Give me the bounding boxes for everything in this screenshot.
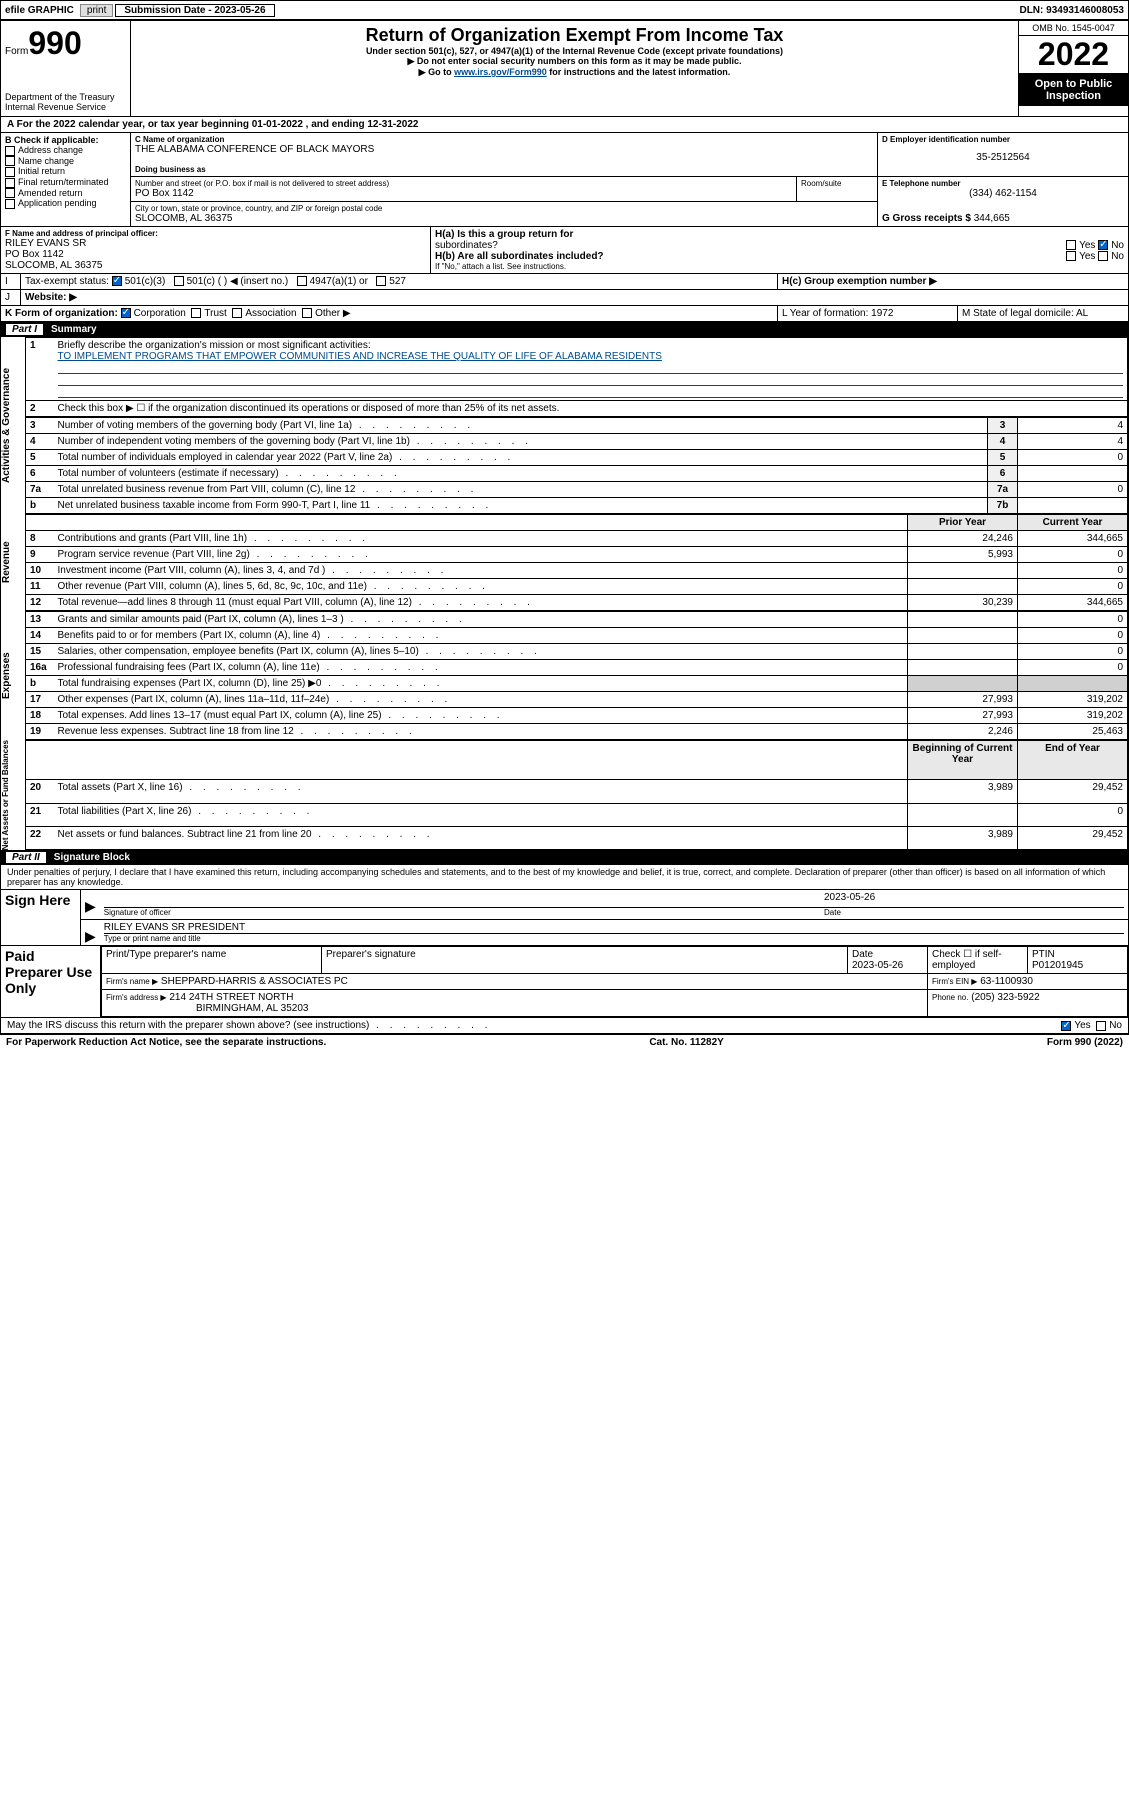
vert-bal: Net Assets or Fund Balances xyxy=(1,740,25,850)
dln: DLN: 93493146008053 xyxy=(1015,5,1128,16)
section-i: I Tax-exempt status: 501(c)(3) 501(c) ( … xyxy=(0,274,1129,290)
sub1: Under section 501(c), 527, or 4947(a)(1)… xyxy=(135,46,1014,56)
revenue-section: Revenue Prior YearCurrent Year 8Contribu… xyxy=(0,514,1129,611)
gross-receipts: 344,665 xyxy=(974,213,1010,224)
firm-phone: (205) 323-5922 xyxy=(971,992,1039,1003)
year-formation: L Year of formation: 1972 xyxy=(778,306,958,321)
sign-here-block: Sign Here ▶ 2023-05-26 Signature of offi… xyxy=(0,890,1129,946)
ein: 35-2512564 xyxy=(882,152,1124,163)
prep-date: 2023-05-26 xyxy=(852,960,903,971)
city: SLOCOMB, AL 36375 xyxy=(135,213,873,224)
mission-link[interactable]: TO IMPLEMENT PROGRAMS THAT EMPOWER COMMU… xyxy=(58,351,662,362)
section-j: J Website: ▶ xyxy=(0,290,1129,306)
section-bcdefg: B Check if applicable: Address change Na… xyxy=(0,133,1129,227)
topbar: efile GRAPHIC print Submission Date - 20… xyxy=(0,0,1129,20)
col-b: B Check if applicable: Address change Na… xyxy=(1,133,131,226)
part2-header: Part II Signature Block xyxy=(0,850,1129,865)
irs: Internal Revenue Service xyxy=(5,102,126,112)
irs-link[interactable]: www.irs.gov/Form990 xyxy=(454,67,547,77)
org-name: THE ALABAMA CONFERENCE OF BLACK MAYORS xyxy=(135,144,873,155)
penalty-text: Under penalties of perjury, I declare th… xyxy=(0,865,1129,890)
line-a: A For the 2022 calendar year, or tax yea… xyxy=(0,117,1129,133)
footer-mid: Cat. No. 11282Y xyxy=(649,1037,723,1048)
footer-left: For Paperwork Reduction Act Notice, see … xyxy=(6,1037,326,1048)
legal-domicile: M State of legal domicile: AL xyxy=(958,306,1128,321)
efile-label: efile GRAPHIC xyxy=(1,5,78,16)
footer: For Paperwork Reduction Act Notice, see … xyxy=(0,1034,1129,1050)
part1-header: Part I Summary xyxy=(0,322,1129,337)
sub2: ▶ Do not enter social security numbers o… xyxy=(135,56,1014,67)
vert-rev: Revenue xyxy=(1,514,25,611)
tax-year: 2022 xyxy=(1019,36,1128,74)
form-header: Form990 Department of the Treasury Inter… xyxy=(0,20,1129,117)
balances-section: Net Assets or Fund Balances Beginning of… xyxy=(0,740,1129,850)
section-fh: F Name and address of principal officer:… xyxy=(0,227,1129,274)
governance-section: Activities & Governance 1 Briefly descri… xyxy=(0,337,1129,514)
address: PO Box 1142 xyxy=(135,188,792,199)
officer-sig-name: RILEY EVANS SR PRESIDENT xyxy=(104,922,1124,934)
officer-name: RILEY EVANS SR xyxy=(5,238,426,249)
vert-exp: Expenses xyxy=(1,611,25,740)
firm-ein: 63-1100930 xyxy=(980,976,1033,987)
c-name-label: C Name of organization xyxy=(135,135,873,144)
open-inspection: Open to Public Inspection xyxy=(1019,74,1128,106)
submission-date: Submission Date - 2023-05-26 xyxy=(115,4,274,17)
form-word: Form xyxy=(5,46,28,57)
omb: OMB No. 1545-0047 xyxy=(1019,21,1128,36)
firm-name: SHEPPARD-HARRIS & ASSOCIATES PC xyxy=(161,976,348,987)
print-button[interactable]: print xyxy=(80,4,113,17)
dept: Department of the Treasury xyxy=(5,92,126,102)
sig-date: 2023-05-26 xyxy=(824,892,1124,907)
expenses-section: Expenses 13Grants and similar amounts pa… xyxy=(0,611,1129,740)
discuss-row: May the IRS discuss this return with the… xyxy=(0,1018,1129,1034)
firm-addr: 214 24TH STREET NORTH xyxy=(169,992,293,1003)
e-label: E Telephone number xyxy=(882,179,1124,188)
phone: (334) 462-1154 xyxy=(882,188,1124,199)
footer-right: Form 990 (2022) xyxy=(1047,1037,1123,1048)
form-number: 990 xyxy=(28,25,81,61)
section-klm: K Form of organization: Corporation Trus… xyxy=(0,306,1129,322)
d-label: D Employer identification number xyxy=(882,135,1124,144)
vert-gov: Activities & Governance xyxy=(1,337,25,514)
ptin-val: P01201945 xyxy=(1032,960,1083,971)
form-title: Return of Organization Exempt From Incom… xyxy=(135,25,1014,46)
paid-preparer-block: Paid Preparer Use Only Print/Type prepar… xyxy=(0,946,1129,1018)
